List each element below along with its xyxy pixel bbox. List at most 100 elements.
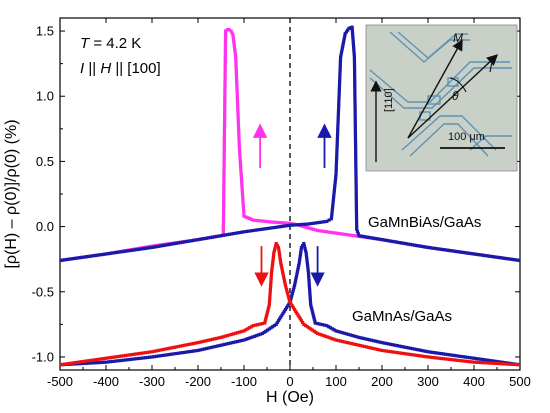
series-point	[268, 298, 272, 303]
series-point	[340, 339, 345, 344]
series-point	[222, 181, 226, 186]
series-point	[352, 53, 356, 57]
series-point	[222, 206, 226, 210]
series-point	[196, 348, 200, 353]
series-point	[468, 360, 472, 364]
series-point	[307, 285, 312, 290]
series-point	[238, 153, 242, 157]
series-point	[222, 148, 226, 153]
series-point	[71, 257, 75, 261]
series-point	[150, 245, 154, 250]
series-point	[334, 175, 338, 179]
series-point	[299, 245, 304, 250]
series-point	[236, 107, 240, 111]
series-point	[325, 219, 329, 223]
series-point	[100, 360, 104, 365]
series-point	[290, 294, 294, 298]
series-point	[239, 166, 243, 170]
series-point	[223, 100, 227, 104]
series-point	[332, 190, 336, 194]
series-point	[150, 350, 154, 354]
series-point	[242, 210, 246, 214]
series-point	[287, 296, 291, 300]
series-point	[240, 338, 244, 343]
series-point	[223, 36, 228, 40]
series-point	[382, 341, 386, 345]
series-point	[202, 236, 206, 241]
series-point	[304, 253, 308, 257]
series-point	[211, 235, 215, 239]
series-point	[159, 244, 163, 248]
series-point	[339, 53, 343, 57]
series-point	[148, 355, 152, 359]
series-point	[233, 340, 237, 344]
series-point	[132, 357, 137, 361]
series-point	[194, 349, 198, 353]
series-point	[264, 315, 268, 319]
series-point	[437, 356, 441, 360]
series-point	[274, 241, 278, 246]
series-point	[223, 84, 227, 88]
series-point	[222, 137, 226, 141]
series-point	[337, 90, 341, 95]
series-point	[215, 336, 219, 340]
series-point	[221, 228, 225, 232]
series-point	[408, 352, 413, 357]
series-point	[82, 255, 86, 259]
series-point	[353, 121, 357, 125]
series-point	[324, 334, 328, 338]
series-point	[365, 345, 369, 349]
series-point	[235, 83, 239, 87]
series-point	[481, 357, 485, 362]
x-tick-label: 200	[371, 374, 393, 389]
series-point	[110, 251, 115, 255]
series-point	[354, 156, 358, 161]
series-point	[272, 323, 277, 328]
series-point	[354, 150, 358, 154]
inset-micrograph: M I θ [110] 100 μm	[365, 24, 518, 172]
series-point	[238, 162, 243, 166]
series-point	[251, 324, 255, 328]
series-point	[353, 108, 357, 112]
series-point	[189, 342, 194, 346]
series-point	[172, 345, 176, 350]
series-point	[223, 40, 228, 44]
series-point	[115, 359, 119, 363]
series-point	[241, 205, 246, 210]
series-point	[132, 352, 137, 356]
series-point	[330, 336, 334, 341]
series-point	[80, 361, 84, 366]
series-point	[336, 113, 340, 117]
series-point	[295, 272, 299, 276]
series-point	[204, 236, 208, 240]
series-point	[465, 355, 470, 359]
series-point	[222, 179, 226, 183]
series-point	[311, 227, 316, 231]
series-point	[223, 95, 227, 99]
series-point	[336, 108, 341, 112]
series-point	[282, 279, 287, 283]
series-point	[231, 37, 236, 41]
series-point	[78, 256, 82, 260]
series-point	[355, 227, 359, 231]
series-point	[221, 233, 225, 237]
series-point	[498, 362, 502, 366]
series-point	[446, 248, 450, 252]
series-point	[254, 334, 258, 338]
series-point	[247, 216, 252, 221]
series-point	[487, 254, 491, 258]
series-point	[270, 220, 274, 224]
series-point	[294, 309, 298, 314]
series-point	[187, 239, 191, 243]
series-point	[339, 55, 343, 59]
series-point	[223, 71, 227, 75]
series-point	[84, 361, 88, 365]
series-point	[309, 327, 313, 331]
series-point	[334, 166, 338, 170]
y-axis-ticks: -1.0 -0.5 0.0 0.5 1.0 1.5	[32, 24, 520, 364]
series-point	[163, 243, 167, 247]
series-point	[355, 229, 360, 233]
series-point	[397, 351, 402, 355]
series-point	[448, 357, 452, 362]
series-point	[117, 359, 121, 363]
